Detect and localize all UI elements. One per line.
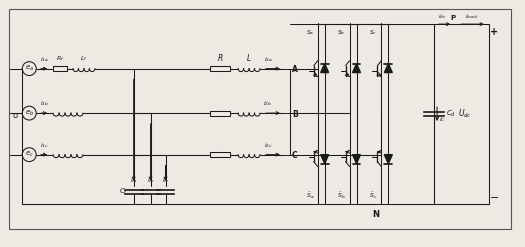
- Text: $R$: $R$: [217, 52, 224, 63]
- Bar: [53, 66, 67, 71]
- Text: $C_f$: $C_f$: [120, 187, 129, 197]
- Text: o: o: [12, 111, 17, 120]
- Text: B: B: [292, 110, 298, 119]
- Text: $e_a$: $e_a$: [25, 64, 34, 73]
- Text: $-$: $-$: [489, 191, 499, 201]
- Bar: [211, 111, 230, 116]
- Text: $i_{1c}$: $i_{1c}$: [40, 141, 49, 150]
- Text: $L_f$: $L_f$: [80, 54, 88, 63]
- Polygon shape: [321, 64, 329, 73]
- Text: $i_{1b}$: $i_{1b}$: [39, 99, 49, 108]
- Text: $i_C$: $i_C$: [439, 115, 446, 124]
- Text: $\bar{S}_a$: $\bar{S}_a$: [306, 191, 314, 201]
- Text: +: +: [490, 27, 498, 37]
- Text: $e_c$: $e_c$: [25, 150, 34, 159]
- Text: $i_{2a}$: $i_{2a}$: [264, 55, 272, 64]
- Text: P: P: [450, 15, 456, 21]
- Polygon shape: [321, 155, 329, 164]
- Text: $i_{ca}$: $i_{ca}$: [130, 176, 138, 185]
- Text: $S_c$: $S_c$: [369, 28, 377, 37]
- Text: $S_b$: $S_b$: [338, 28, 346, 37]
- Text: N: N: [372, 210, 380, 219]
- Text: $\bar{S}_b$: $\bar{S}_b$: [337, 191, 346, 201]
- Text: $i_{load}$: $i_{load}$: [465, 12, 478, 21]
- Text: $L$: $L$: [246, 52, 252, 63]
- Text: $S_a$: $S_a$: [306, 28, 314, 37]
- Text: $i_{1a}$: $i_{1a}$: [40, 55, 49, 64]
- Text: $U_{dc}$: $U_{dc}$: [458, 108, 472, 120]
- Text: $e_b$: $e_b$: [25, 108, 34, 118]
- Polygon shape: [384, 155, 392, 164]
- Bar: [211, 152, 230, 157]
- Text: $i_{2c}$: $i_{2c}$: [264, 141, 272, 150]
- Text: C: C: [292, 151, 298, 160]
- Polygon shape: [384, 64, 392, 73]
- Text: $i_{dc}$: $i_{dc}$: [438, 12, 447, 21]
- Text: A: A: [292, 65, 298, 74]
- Text: $i_{2b}$: $i_{2b}$: [264, 99, 272, 108]
- Text: $C_d$: $C_d$: [446, 109, 456, 119]
- Bar: [211, 66, 230, 71]
- Polygon shape: [352, 64, 361, 73]
- Polygon shape: [352, 155, 361, 164]
- Bar: [9, 9, 511, 229]
- Text: $R_f$: $R_f$: [56, 54, 64, 63]
- Text: $i_{cb}$: $i_{cb}$: [146, 176, 154, 185]
- Text: $\bar{S}_c$: $\bar{S}_c$: [369, 191, 377, 201]
- Text: $i_{cc}$: $i_{cc}$: [162, 176, 170, 185]
